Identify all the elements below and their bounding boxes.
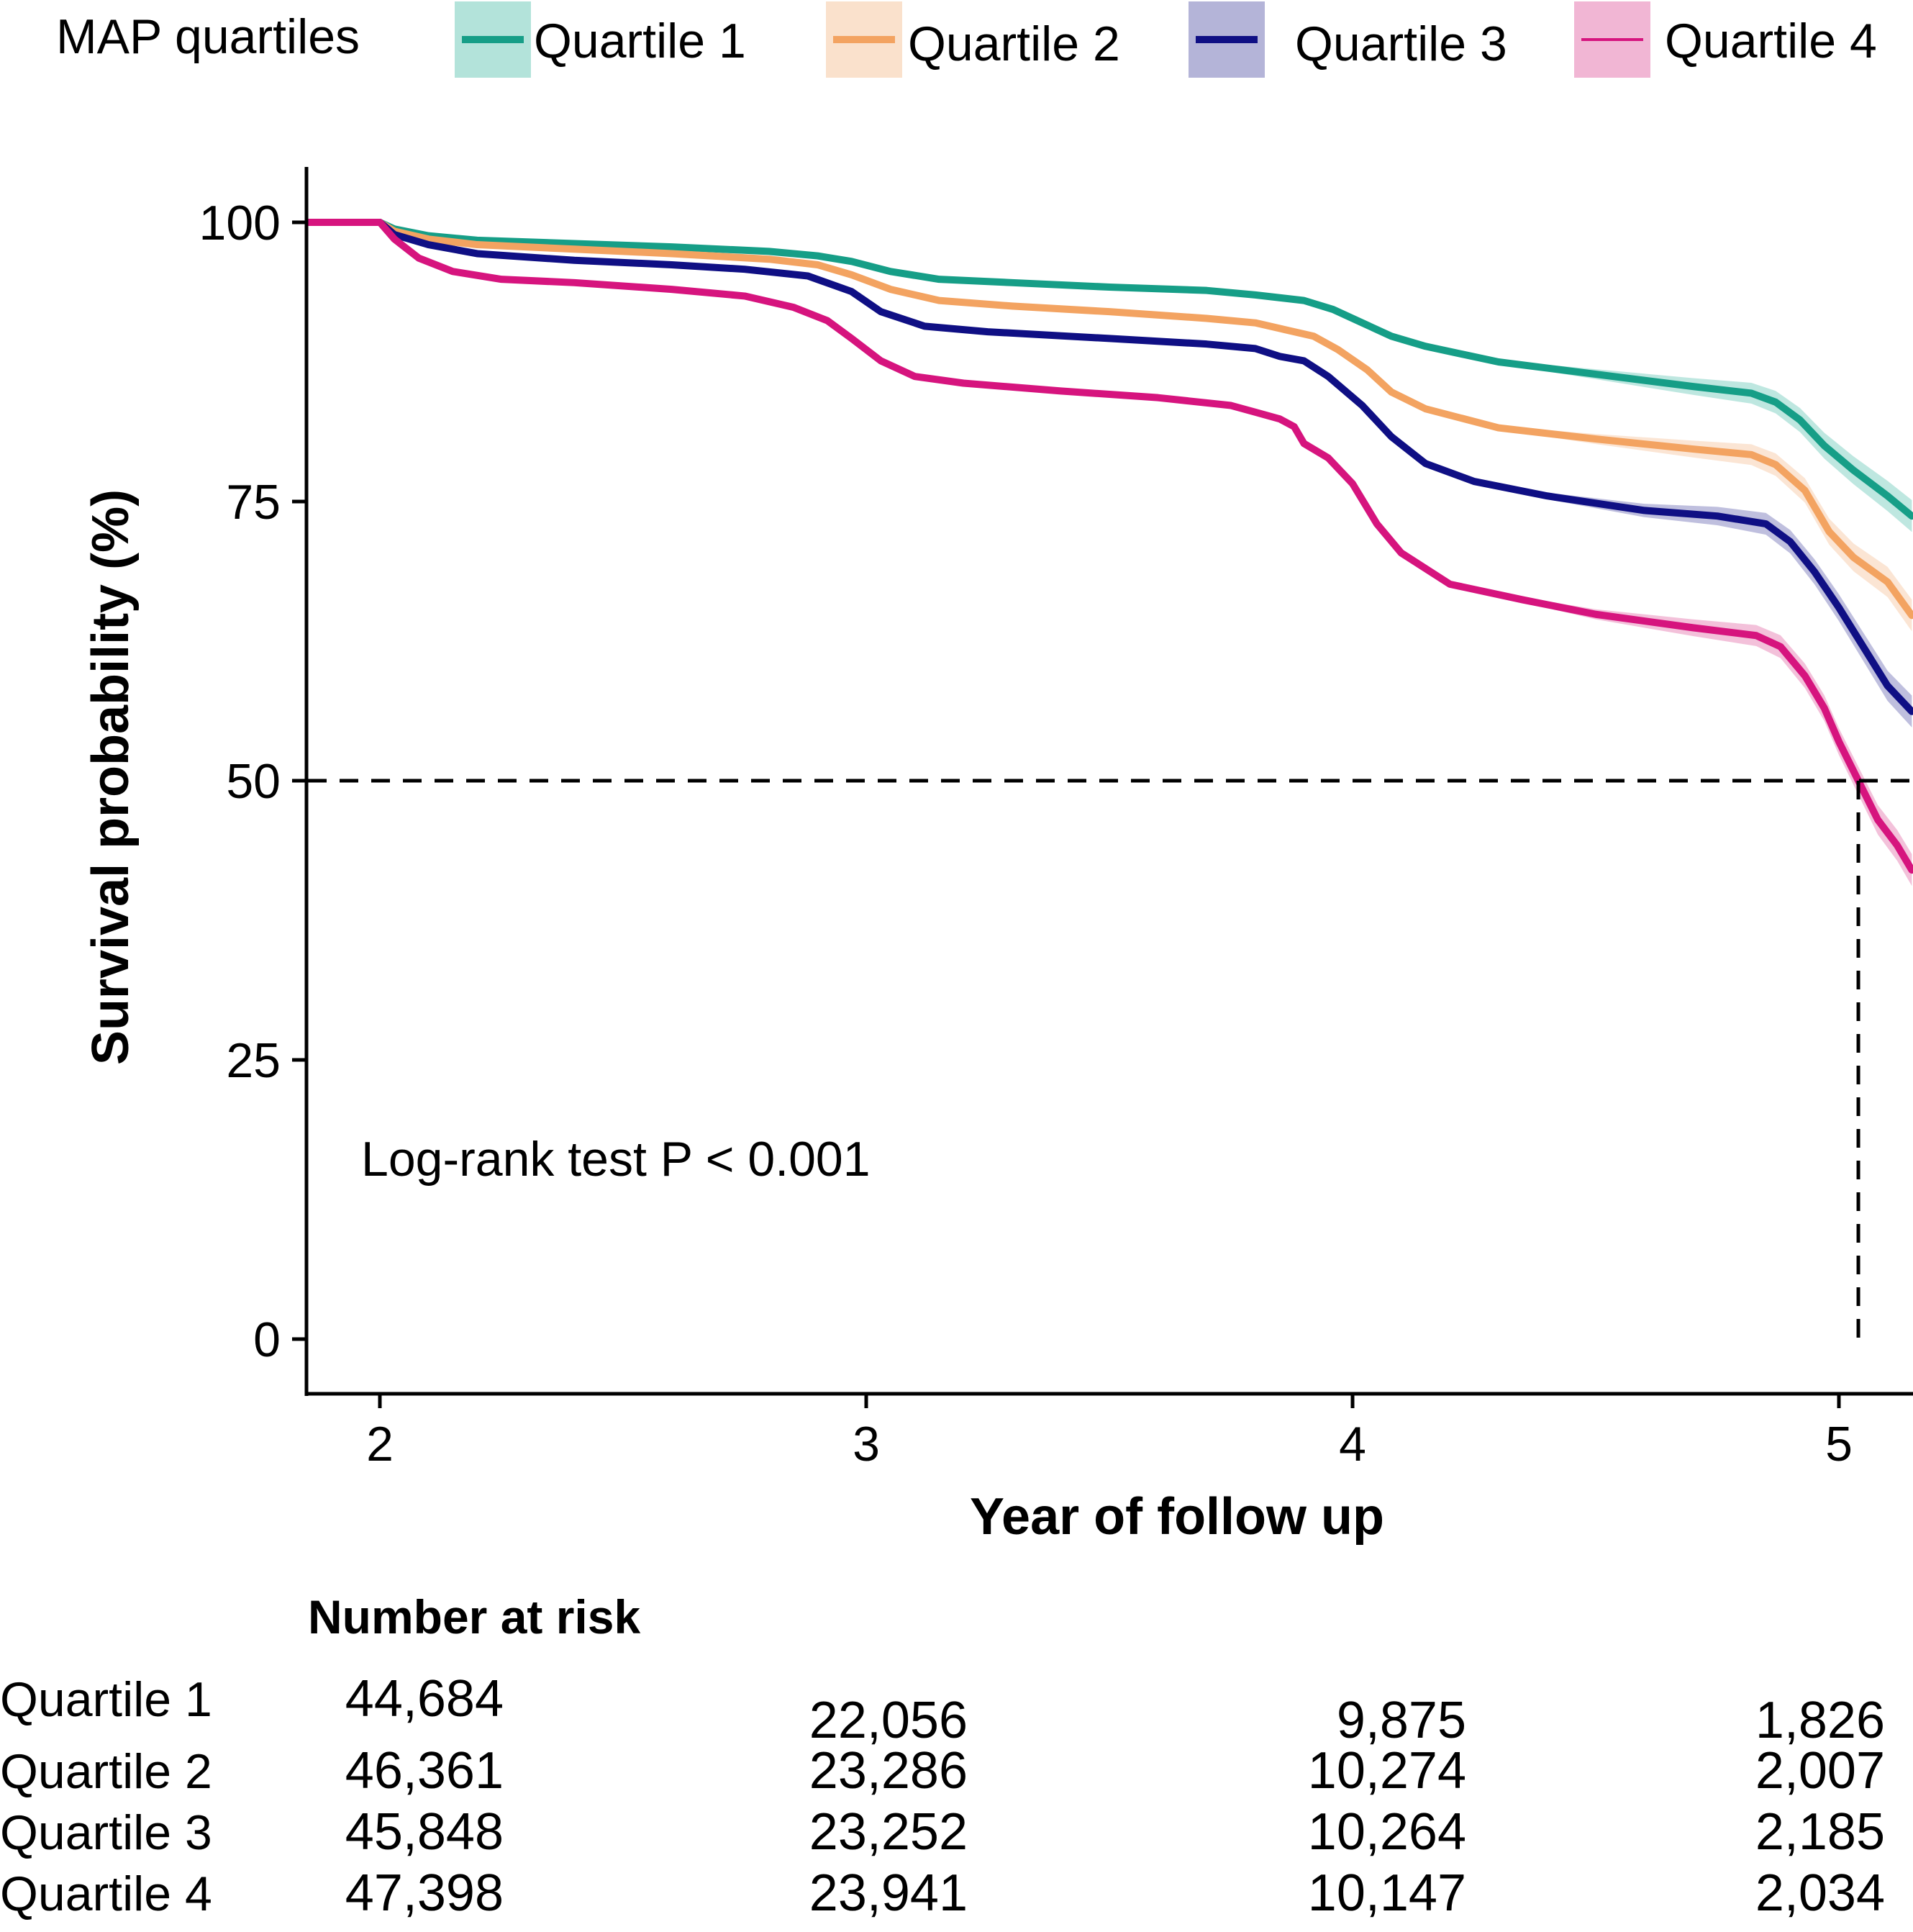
- legend: MAP quartiles Quartile 1 Quartile 2 Quar…: [56, 1, 1877, 78]
- risk-row-label: Quartile 4: [0, 1867, 212, 1921]
- risk-cell: 10,264: [1308, 1803, 1466, 1861]
- x-tick-label: 2: [366, 1417, 394, 1471]
- risk-cell: 10,274: [1308, 1742, 1466, 1800]
- risk-table: Number at risk Quartile 1 44,684 22,056 9,8…: [0, 1590, 1885, 1922]
- risk-cell: 23,252: [809, 1803, 968, 1861]
- risk-cell: 2,007: [1755, 1742, 1885, 1800]
- y-tick-label: 0: [253, 1312, 281, 1367]
- confidence-band-quartile-3: [306, 220, 1912, 727]
- survival-curve-quartile-1: [306, 219, 1913, 520]
- x-tick-label: 5: [1825, 1417, 1853, 1471]
- y-tick-label: 25: [226, 1033, 281, 1088]
- risk-row-label: Quartile 2: [0, 1744, 212, 1799]
- legend-label-quartile-4: Quartile 4: [1665, 14, 1877, 68]
- x-tick-label: 3: [853, 1417, 880, 1471]
- legend-label-quartile-2: Quartile 2: [908, 17, 1120, 71]
- confidence-band-quartile-1: [306, 220, 1912, 532]
- legend-entry-1: Quartile 1: [455, 1, 746, 78]
- risk-cell: 9,875: [1337, 1692, 1466, 1749]
- risk-cell: 10,147: [1308, 1864, 1466, 1922]
- risk-cell: 23,286: [809, 1742, 968, 1800]
- y-tick-label: 75: [226, 475, 281, 530]
- x-axis-ticks: 2 3 4 5: [366, 1394, 1853, 1471]
- risk-row-label: Quartile 1: [0, 1672, 212, 1727]
- risk-cell: 46,361: [345, 1742, 504, 1800]
- risk-table-title: Number at risk: [308, 1590, 640, 1643]
- y-axis-ticks: 0 25 50 75 100: [199, 196, 306, 1367]
- confidence-bands: [306, 220, 1912, 886]
- x-tick-label: 4: [1339, 1417, 1366, 1471]
- survival-curve-quartile-4: [306, 219, 1913, 874]
- risk-cell: 2,185: [1755, 1803, 1885, 1861]
- y-tick-label: 100: [199, 196, 281, 250]
- risk-cell: 45,848: [345, 1803, 504, 1861]
- risk-cell: 1,826: [1755, 1692, 1885, 1749]
- risk-row-label: Quartile 3: [0, 1805, 212, 1860]
- risk-table-rows: Quartile 1 44,684 22,056 9,875 1,826 Quartile…: [0, 1670, 1885, 1922]
- log-rank-annotation: Log-rank test P < 0.001: [361, 1132, 871, 1187]
- legend-label-quartile-3: Quartile 3: [1295, 17, 1507, 71]
- confidence-band-quartile-4: [306, 220, 1912, 886]
- risk-cell: 22,056: [809, 1692, 968, 1749]
- risk-cell: 2,034: [1755, 1864, 1885, 1922]
- survival-curve-quartile-3: [306, 219, 1913, 715]
- y-tick-label: 50: [226, 754, 281, 809]
- legend-entry-2: Quartile 2: [826, 1, 1120, 78]
- y-axis-title: Survival probability (%): [82, 489, 140, 1065]
- legend-entry-4: Quartile 4: [1574, 1, 1877, 78]
- x-axis-title: Year of follow up: [970, 1488, 1384, 1546]
- risk-cell: 47,398: [345, 1864, 504, 1922]
- survival-curves: [306, 219, 1913, 874]
- risk-cell: 23,941: [809, 1864, 968, 1922]
- legend-entry-3: Quartile 3: [1189, 1, 1507, 78]
- legend-title: MAP quartiles: [56, 9, 360, 64]
- legend-label-quartile-1: Quartile 1: [534, 14, 746, 68]
- risk-cell: 44,684: [345, 1670, 504, 1728]
- survival-curve-quartile-2: [306, 219, 1913, 620]
- median-reference-lines: [308, 779, 1913, 1339]
